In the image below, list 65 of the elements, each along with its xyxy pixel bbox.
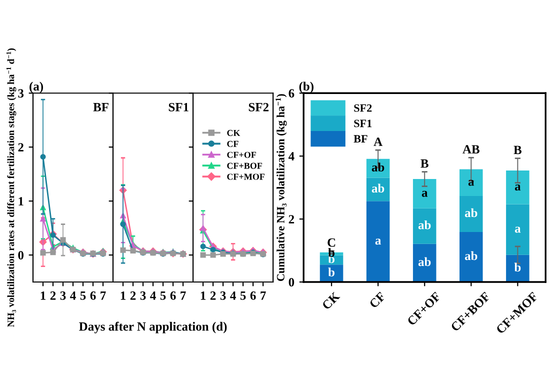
data-label: ab — [372, 162, 384, 172]
x-tick-label: 3 — [60, 291, 66, 300]
legend-label: CF — [227, 140, 238, 147]
x-tick-label: 7 — [180, 292, 186, 300]
legend-label: SF2 — [354, 104, 372, 112]
x-tick-label: 1 — [120, 291, 126, 300]
x-tick-label: 3 — [140, 291, 146, 300]
y-tick-label: 2 — [288, 215, 294, 224]
x-tick-label: 5 — [240, 292, 246, 300]
x-axis-title: Days after N application (d) — [79, 322, 227, 334]
data-label: b — [328, 268, 334, 276]
total-label: A — [374, 138, 382, 146]
x-tick-label: 6 — [250, 291, 256, 300]
y-tick-label: 0 — [18, 251, 24, 260]
data-label: ab — [418, 220, 431, 230]
legend-label: CF+OF — [227, 152, 256, 158]
data-label: a — [514, 184, 521, 191]
x-tick-label: CK — [322, 291, 340, 310]
legend-label: BF — [354, 135, 368, 142]
text: SF1 — [168, 102, 188, 112]
x-tick-label: 6 — [170, 291, 176, 300]
y-tick-label: 6 — [288, 89, 294, 98]
data-label: b — [514, 262, 521, 272]
data-label: ab — [464, 251, 478, 260]
x-tick-label: 3 — [220, 291, 226, 300]
y-tick-label: 4 — [288, 152, 294, 160]
x-tick-label: 5 — [80, 292, 86, 300]
total-label: C — [328, 238, 336, 247]
x-tick-label: 7 — [100, 292, 106, 300]
total-label: B — [420, 159, 428, 168]
x-tick-label: 2 — [210, 291, 216, 300]
data-label: a — [468, 180, 474, 186]
legend-label: CK — [227, 130, 240, 136]
y-tick-label: 3 — [18, 89, 24, 98]
y-tick-label: 2 — [18, 143, 24, 152]
x-tick-label: CF — [368, 292, 386, 309]
data-label: a — [422, 190, 428, 197]
data-label: a — [514, 226, 521, 233]
text: SF2 — [248, 102, 269, 112]
text: BF — [93, 103, 108, 112]
y-tick-label: 1 — [18, 197, 24, 206]
x-tick-label: 4 — [150, 291, 156, 300]
data-label: a — [375, 238, 381, 245]
y-axis-title: Cumulative NH₃ volatilization (kg ha$^{−1}$) — [276, 94, 287, 282]
x-tick-label: 4 — [230, 291, 236, 300]
annotation: (a) — [30, 82, 44, 94]
legend-label: CF+BOF — [227, 162, 262, 169]
y-tick-label: 0 — [288, 278, 294, 286]
total-label: AB — [462, 145, 480, 154]
x-tick-label: 2 — [130, 291, 136, 300]
x-tick-label: 1 — [200, 291, 206, 300]
legend-label: CF+MOF — [227, 174, 265, 180]
x-tick-label: 7 — [260, 292, 266, 300]
x-tick-label: 4 — [70, 291, 76, 300]
legend-label: SF1 — [354, 120, 372, 128]
x-tick-label: 2 — [50, 291, 56, 300]
text: (b) — [299, 82, 314, 94]
x-tick-label: 6 — [90, 291, 96, 300]
total-label: B — [514, 146, 522, 154]
y-axis-title: NH₃ volatilization rates at different fertilization stages (kg ha$^{−1}$ d$^{−1}$) — [6, 48, 16, 327]
x-tick-label: 1 — [40, 291, 46, 300]
x-tick-label: 5 — [160, 292, 166, 300]
data-label: ab — [418, 257, 431, 266]
data-label: ab — [372, 184, 384, 193]
data-label: ab — [464, 208, 478, 218]
